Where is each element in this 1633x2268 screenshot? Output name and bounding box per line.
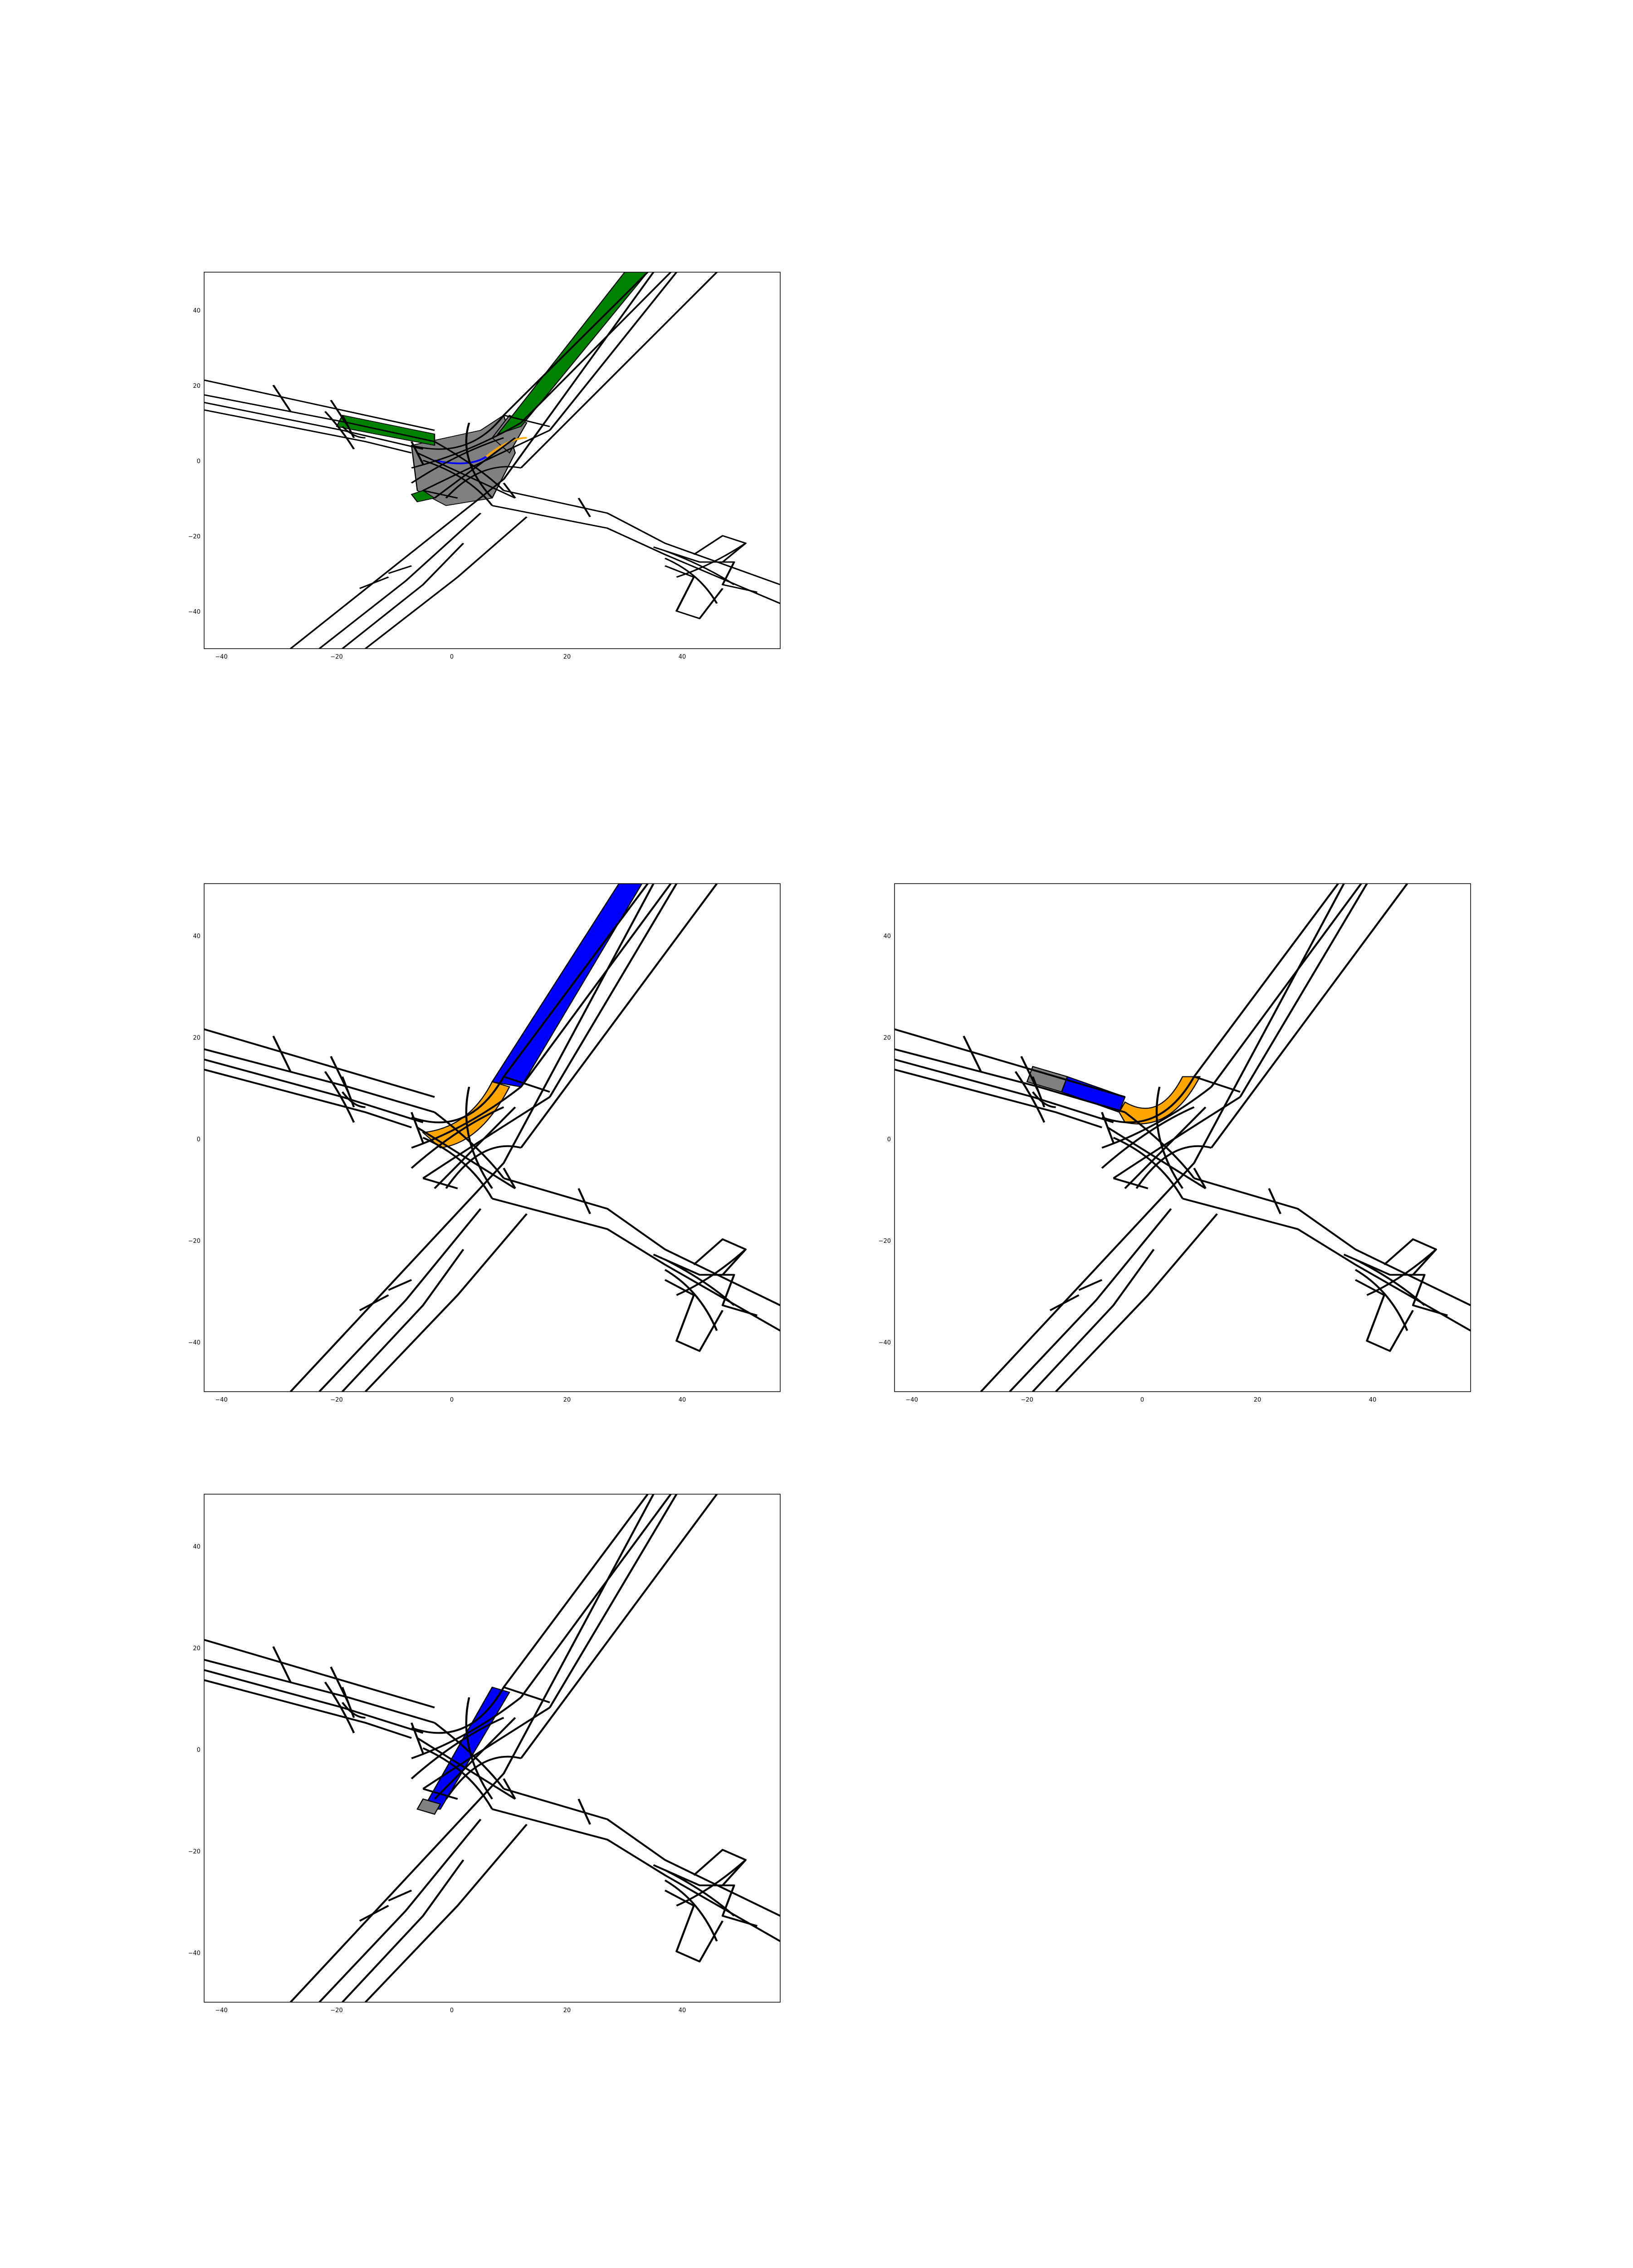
y-tick: −40: [879, 1339, 891, 1346]
panel-4: −40 −20 0 20 40 40 20 0 −20 −40: [188, 1494, 781, 2014]
y-tick: 0: [887, 1136, 891, 1143]
x-tick: −40: [215, 2007, 227, 2014]
panel-3-x-ticks: −40 −20 0 20 40: [905, 1397, 1376, 1403]
y-tick: 20: [193, 383, 200, 390]
y-tick: 20: [193, 1035, 200, 1041]
x-tick: 40: [1369, 1397, 1377, 1403]
y-tick: 40: [883, 933, 891, 940]
x-tick: 40: [679, 1397, 686, 1403]
panel-1-x-ticks: −40 −20 0 20 40: [215, 654, 686, 660]
x-tick: −40: [215, 1397, 227, 1403]
y-tick: 20: [883, 1035, 891, 1041]
x-tick: 20: [1254, 1397, 1261, 1403]
y-tick: 0: [197, 458, 200, 465]
highlight-grey-sw-tip: [416, 1798, 441, 1815]
panel-2-frame: [204, 883, 781, 1392]
y-tick: 0: [197, 1136, 200, 1143]
x-tick: −20: [1021, 1397, 1033, 1403]
x-tick: −20: [330, 2007, 342, 2014]
y-tick: −20: [188, 1238, 200, 1245]
x-tick: 20: [563, 2007, 571, 2014]
y-tick: 0: [197, 1747, 200, 1754]
x-tick: 20: [563, 654, 571, 660]
panel-3-frame: [894, 883, 1471, 1392]
panel-4-y-ticks: 40 20 0 −20 −40: [188, 1544, 200, 1957]
highlight-blue-path: [434, 456, 488, 464]
x-tick: −20: [330, 654, 342, 660]
y-tick: −40: [188, 1339, 200, 1346]
y-tick: −40: [188, 1950, 200, 1957]
x-tick: −40: [905, 1397, 918, 1403]
y-tick: −20: [879, 1238, 891, 1245]
y-tick: 40: [193, 308, 200, 314]
x-tick: 40: [679, 2007, 686, 2014]
panel-2: −40 −20 0 20 40 40 20 0 −20 −40: [188, 883, 781, 1403]
x-tick: 40: [679, 654, 686, 660]
panel-2-y-ticks: 40 20 0 −20 −40: [188, 933, 200, 1346]
y-tick: 40: [193, 1544, 200, 1550]
x-tick: 0: [450, 654, 454, 660]
highlight-grey-ne-tip: [624, 884, 649, 885]
x-tick: 0: [1140, 1397, 1144, 1403]
x-tick: 0: [450, 1397, 454, 1403]
panel-1-y-ticks: 40 20 0 −20 −40: [188, 308, 200, 616]
panel-2-x-ticks: −40 −20 0 20 40: [215, 1397, 686, 1403]
panel-4-frame: [204, 1494, 781, 2003]
y-tick: −20: [188, 533, 200, 540]
panel-3-y-ticks: 40 20 0 −20 −40: [879, 933, 891, 1346]
y-tick: −20: [188, 1848, 200, 1855]
x-tick: 0: [450, 2007, 454, 2014]
y-tick: 20: [193, 1645, 200, 1652]
x-tick: −40: [215, 654, 227, 660]
highlight-blue-ne-lane: [491, 884, 643, 1088]
y-tick: 40: [193, 933, 200, 940]
highlight-green-ne-arm: [496, 272, 649, 435]
x-tick: −20: [330, 1397, 342, 1403]
panel-3: −40 −20 0 20 40 40 20 0 −20 −40: [879, 883, 1471, 1403]
highlight-orange-right-turn: [1118, 1076, 1201, 1124]
panel-4-x-ticks: −40 −20 0 20 40: [215, 2007, 686, 2014]
x-tick: 20: [563, 1397, 571, 1403]
y-tick: −40: [188, 609, 200, 616]
panel-1: −40 −20 0 20 40 40 20 0 −20 −40: [188, 272, 781, 660]
